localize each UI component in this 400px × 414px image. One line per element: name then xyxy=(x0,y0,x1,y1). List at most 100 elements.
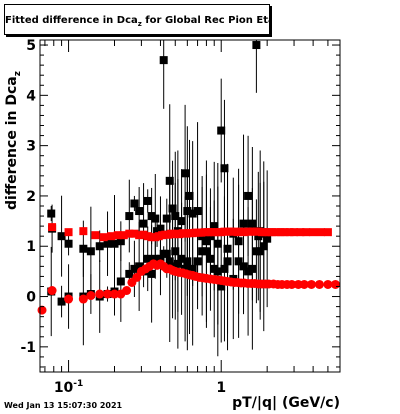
data-point-black xyxy=(95,242,104,251)
chart-axes: -1 0 1 2 3 4 5 10-1 1 xyxy=(20,38,341,396)
data-point-black xyxy=(156,254,165,263)
data-point-black xyxy=(217,126,226,135)
data-point-red-square xyxy=(296,228,305,237)
data-point-red-square xyxy=(139,230,148,239)
data-point-red-square xyxy=(135,231,144,240)
data-point-red-circle xyxy=(314,279,324,289)
x-axis-label: pT/|q| (GeV/c) xyxy=(232,395,340,411)
y-tick-label: 1 xyxy=(26,239,36,255)
data-point-black xyxy=(193,257,202,266)
data-point-black xyxy=(162,249,171,258)
data-point-black xyxy=(64,239,73,248)
data-point-red-circle xyxy=(306,279,316,289)
data-point-red-square xyxy=(113,231,122,240)
data-point-red-circle xyxy=(47,286,57,296)
data-point-black xyxy=(220,264,229,273)
data-point-black xyxy=(256,247,265,256)
data-point-red-square xyxy=(285,228,294,237)
data-point-red-circle xyxy=(78,294,88,304)
data-point-red-square xyxy=(125,229,134,238)
y-tick-label: 4 xyxy=(26,88,36,104)
data-point-black xyxy=(193,207,202,216)
data-point-black xyxy=(254,232,263,241)
data-point-red-square xyxy=(79,227,88,236)
x-tick-label: 1 xyxy=(216,380,226,396)
data-point-red-square xyxy=(272,228,281,237)
data-point-red-circle xyxy=(323,279,333,289)
data-point-black xyxy=(234,257,243,266)
chart-title: Fitted difference in Dcaz for Global Rec… xyxy=(5,15,271,28)
data-point-black xyxy=(188,264,197,273)
data-point-red-square xyxy=(107,232,116,241)
data-point-black xyxy=(168,204,177,213)
data-point-black xyxy=(135,262,144,271)
data-point-red-square xyxy=(91,231,100,240)
data-point-black xyxy=(244,267,253,276)
data-point-red-square xyxy=(323,228,332,237)
data-point-black xyxy=(244,191,253,200)
data-point-black xyxy=(263,234,272,243)
data-point-black xyxy=(57,297,66,306)
chart-title-box: Fitted difference in Dcaz for Global Rec… xyxy=(4,4,271,35)
data-point-red-square xyxy=(290,228,299,237)
data-point-red-circle xyxy=(110,289,120,299)
data-point-red-circle xyxy=(103,289,113,299)
data-point-black xyxy=(202,237,211,246)
data-point-red-square xyxy=(64,228,73,237)
data-point-black xyxy=(213,267,222,276)
data-point-red-circle xyxy=(86,291,96,301)
data-point-black xyxy=(248,264,257,273)
data-point-red-circle xyxy=(64,294,74,304)
data-point-black xyxy=(125,212,134,221)
data-point-black xyxy=(239,262,248,271)
data-point-black xyxy=(223,257,232,266)
data-point-red-square xyxy=(130,229,139,238)
y-tick-label: 3 xyxy=(26,139,36,155)
data-point-black xyxy=(130,199,139,208)
data-point-red-circle xyxy=(287,279,297,289)
data-point-red-square xyxy=(267,228,276,237)
data-point-black xyxy=(206,254,215,263)
data-point-black xyxy=(162,214,171,223)
y-tick-label: 5 xyxy=(26,38,36,54)
data-point-red-circle xyxy=(330,279,340,289)
data-point-black xyxy=(217,282,226,291)
data-point-black xyxy=(125,269,134,278)
data-point-red-circle xyxy=(95,289,105,299)
y-tick-label: 2 xyxy=(26,189,36,205)
data-point-black xyxy=(116,277,125,286)
data-point-black xyxy=(171,247,180,256)
data-point-black xyxy=(47,209,56,218)
data-point-black xyxy=(165,257,174,266)
data-point-black xyxy=(135,207,144,216)
data-point-black xyxy=(57,232,66,241)
data-point-black xyxy=(252,41,261,50)
data-point-red-square xyxy=(309,228,318,237)
data-point-red-square xyxy=(99,233,108,242)
data-point-red-circle xyxy=(299,279,309,289)
data-point-black xyxy=(147,269,156,278)
data-point-black xyxy=(139,219,148,228)
data-point-black xyxy=(151,254,160,263)
data-point-black xyxy=(86,247,95,256)
data-point-red-square xyxy=(119,231,128,240)
x-tick-label: 10-1 xyxy=(54,379,83,396)
data-point-red-square xyxy=(316,228,325,237)
data-point-black xyxy=(173,259,182,268)
data-point-red-square xyxy=(280,228,289,237)
data-point-black xyxy=(151,214,160,223)
data-point-black xyxy=(103,239,112,248)
data-point-black xyxy=(177,254,186,263)
data-point-red-circle xyxy=(122,286,132,296)
data-point-black xyxy=(185,191,194,200)
data-point-black xyxy=(181,264,190,273)
data-point-black xyxy=(143,254,152,263)
data-point-black xyxy=(198,247,207,256)
data-point-black xyxy=(159,56,168,65)
data-point-black xyxy=(143,196,152,205)
y-tick-label: 0 xyxy=(26,290,36,306)
y-axis-label: difference in Dcaz xyxy=(4,71,23,210)
data-point-black xyxy=(130,264,139,273)
data-markers xyxy=(37,40,340,357)
